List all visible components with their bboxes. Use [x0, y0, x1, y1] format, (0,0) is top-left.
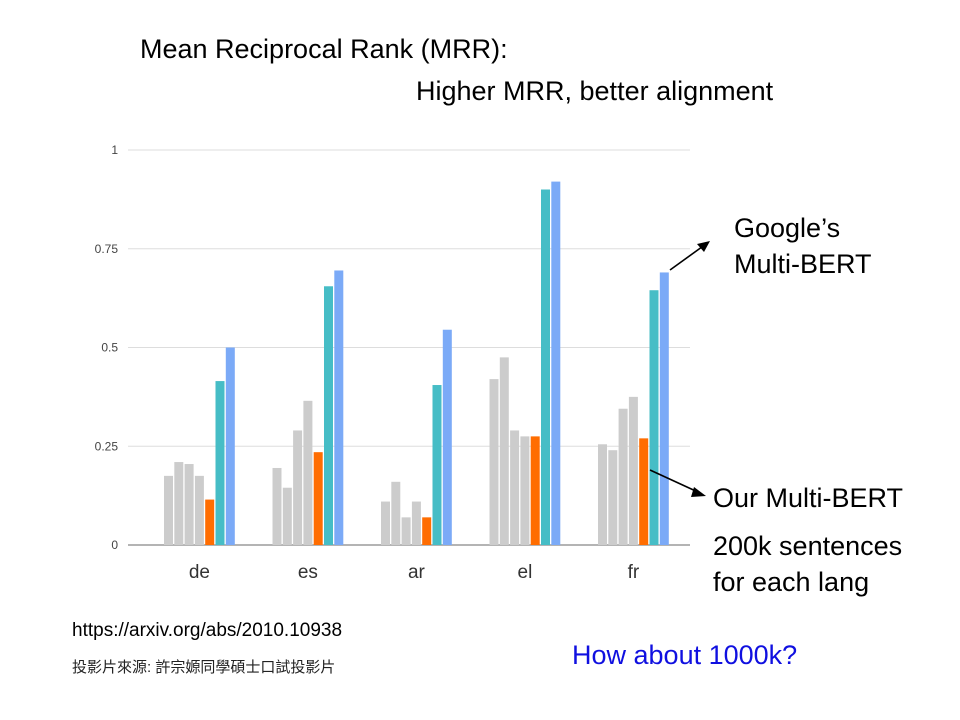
- bar-ar-2: [401, 517, 411, 545]
- bar-es-5: [324, 286, 333, 545]
- bar-de-3: [194, 475, 204, 545]
- bar-fr-4: [639, 438, 649, 545]
- bar-es-2: [293, 430, 303, 545]
- bar-fr-0: [598, 444, 607, 545]
- bar-el-5: [541, 189, 550, 545]
- y-tick-label: 0.75: [95, 242, 119, 256]
- y-tick-label: 0: [111, 538, 118, 552]
- our-subtitle-line1: 200k sentences: [713, 531, 903, 561]
- bar-de-5: [215, 381, 225, 545]
- google-annotation: Google’s Multi-BERT: [734, 210, 872, 282]
- bar-fr-6: [659, 272, 669, 545]
- bar-es-0: [272, 467, 282, 545]
- bar-ar-4: [422, 517, 432, 545]
- question-text: How about 1000k?: [572, 640, 798, 670]
- our-arrow: [649, 469, 701, 494]
- y-tick-label: 1: [111, 143, 118, 157]
- bar-el-3: [520, 436, 530, 545]
- bar-de-0: [164, 475, 173, 545]
- bar-es-3: [303, 400, 313, 545]
- source-url[interactable]: https://arxiv.org/abs/2010.10938: [72, 620, 343, 641]
- bar-fr-1: [608, 450, 618, 545]
- our-annotation: Our Multi-BERT: [713, 483, 904, 513]
- x-tick-label-ar: ar: [408, 562, 426, 583]
- bar-es-4: [313, 452, 323, 545]
- bar-fr-3: [628, 396, 638, 545]
- bar-ar-3: [411, 501, 421, 545]
- bar-el-6: [551, 181, 561, 545]
- bar-el-2: [510, 430, 520, 545]
- bar-ar-6: [442, 329, 452, 545]
- bar-de-4: [205, 499, 215, 545]
- our-subtitle-line2: for each lang: [713, 567, 870, 597]
- slide-credit: 投影片來源: 許宗嫄同學碩士口試投影片: [72, 659, 336, 676]
- x-tick-label-de: de: [189, 562, 210, 583]
- bar-de-1: [174, 462, 184, 545]
- our-annotation-subtitle: 200k sentences for each lang: [713, 528, 902, 600]
- bar-fr-2: [618, 408, 628, 545]
- bar-es-1: [282, 487, 292, 545]
- slide-title: Mean Reciprocal Rank (MRR):: [140, 34, 508, 64]
- bar-ar-1: [391, 481, 401, 545]
- y-tick-label: 0.25: [95, 439, 119, 453]
- bar-el-4: [530, 436, 540, 545]
- google-arrowhead: [697, 241, 710, 252]
- bar-ar-5: [432, 385, 442, 545]
- y-tick-label: 0.5: [101, 341, 118, 355]
- bar-de-2: [184, 464, 194, 545]
- x-tick-label-el: el: [518, 562, 533, 583]
- google-arrow: [669, 243, 707, 271]
- bar-ar-0: [381, 501, 390, 545]
- bar-fr-5: [649, 290, 659, 545]
- google-annotation-line1: Google’s: [734, 213, 841, 243]
- bar-el-1: [499, 357, 509, 545]
- x-tick-label-es: es: [298, 562, 318, 583]
- bar-de-6: [225, 347, 235, 545]
- google-annotation-line2: Multi-BERT: [734, 249, 872, 279]
- bar-es-6: [334, 270, 344, 545]
- x-tick-label-fr: fr: [628, 562, 640, 583]
- bar-el-0: [489, 379, 499, 545]
- slide-subtitle: Higher MRR, better alignment: [416, 76, 774, 106]
- our-arrowhead: [691, 487, 706, 497]
